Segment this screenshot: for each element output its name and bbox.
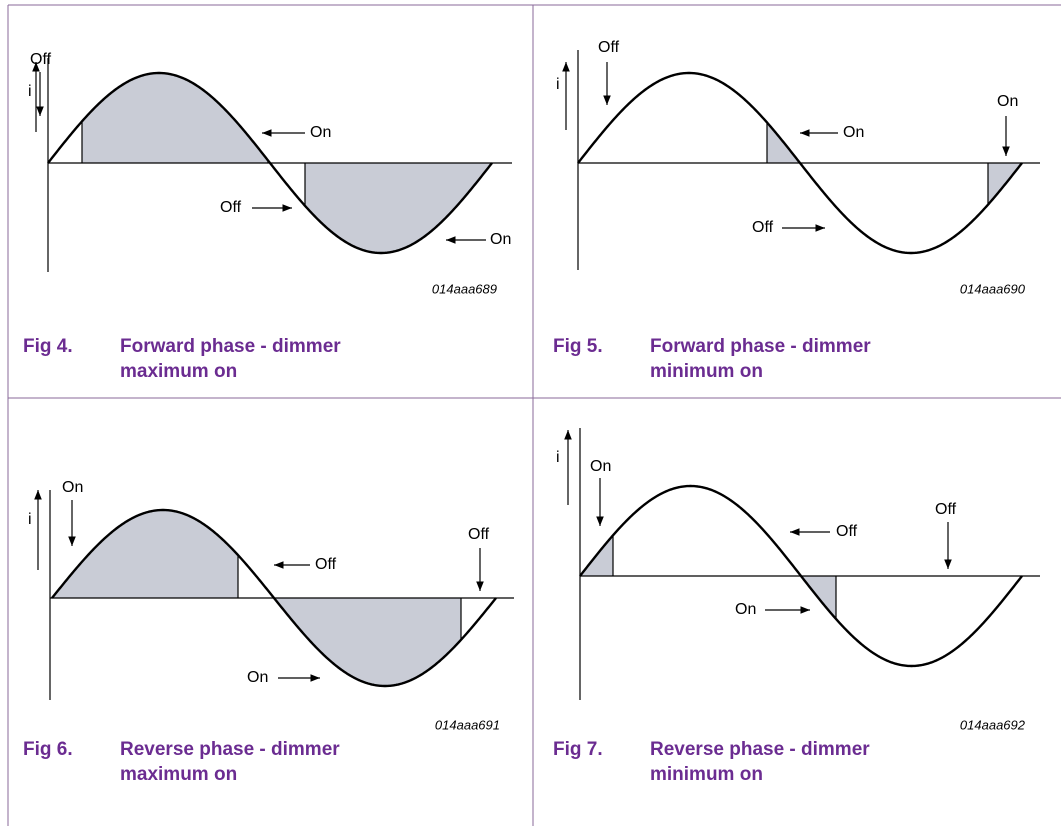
waveform-panel: i On Off Off On 014aaa692 (556, 428, 1040, 732)
annotation: Off (315, 556, 337, 573)
frame (7, 4, 1061, 826)
annotation: On (247, 669, 268, 686)
figure-code: 014aaa690 (960, 281, 1026, 296)
axis-label: i (28, 511, 32, 528)
sine-wave (577, 71, 1023, 255)
annotation: Off (220, 199, 242, 216)
annotation: On (843, 124, 864, 141)
annotation: Off (468, 526, 490, 543)
axis-label: i (556, 449, 560, 466)
waveform-panel: i Off On Off On 014aaa689 (28, 51, 512, 296)
annotation: On (997, 93, 1018, 110)
figure-caption: Reverse phase - dimmer minimum on (650, 739, 870, 785)
sine-wave (579, 484, 1023, 668)
figure-code: 014aaa689 (432, 281, 497, 296)
sine-wave (51, 508, 497, 688)
conduction-area (274, 598, 461, 686)
conduction-area (52, 510, 238, 598)
annotation: On (490, 231, 511, 248)
waveform-panel: i Off On On Off 014aaa690 (556, 39, 1040, 296)
axis-label: i (28, 83, 32, 100)
annotation: On (310, 124, 331, 141)
conduction-area (82, 73, 268, 163)
annotation: Off (598, 39, 620, 56)
annotation: Off (30, 51, 52, 68)
figure-code: 014aaa692 (960, 717, 1026, 732)
annotation: Off (935, 501, 957, 518)
figure-number: Fig 4. (23, 336, 73, 357)
figure-number: Fig 5. (553, 336, 603, 357)
annotation: Off (836, 523, 858, 540)
figure-caption: Reverse phase - dimmer maximum on (120, 739, 340, 785)
axis-label: i (556, 76, 560, 93)
annotation: On (735, 601, 756, 618)
figure-caption: Forward phase - dimmer maximum on (120, 336, 341, 382)
figure-number: Fig 6. (23, 739, 73, 760)
figure-number: Fig 7. (553, 739, 603, 760)
annotation: On (590, 458, 611, 475)
annotation: On (62, 479, 83, 496)
conduction-area (305, 163, 492, 253)
waveform-panel: i On Off Off On 014aaa691 (28, 479, 514, 732)
annotation: Off (752, 219, 774, 236)
figure-caption: Forward phase - dimmer minimum on (650, 336, 871, 382)
sine-wave (47, 71, 493, 255)
figure-code: 014aaa691 (435, 717, 500, 732)
